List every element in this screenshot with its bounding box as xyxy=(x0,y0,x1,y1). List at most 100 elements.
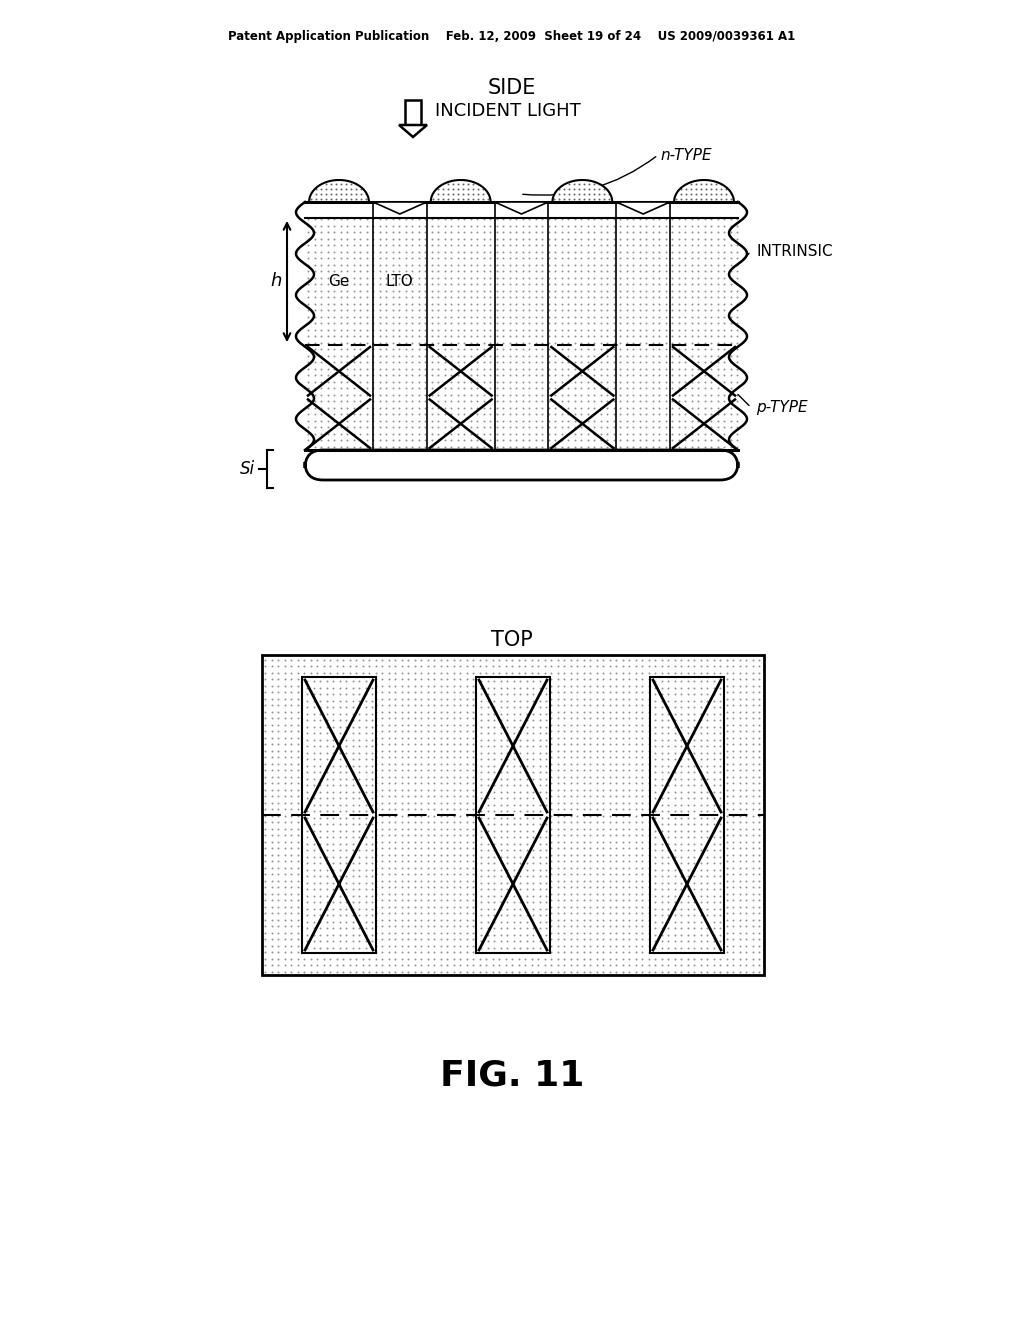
Point xyxy=(525,898,542,919)
Point xyxy=(566,286,583,308)
Point xyxy=(692,948,709,969)
Point xyxy=(719,681,735,702)
Point xyxy=(744,929,761,950)
Point xyxy=(312,924,329,945)
Point xyxy=(432,845,449,866)
Point xyxy=(257,747,273,768)
Point xyxy=(531,853,548,874)
Point xyxy=(459,857,475,878)
Point xyxy=(688,189,705,210)
Point xyxy=(283,754,299,775)
Point xyxy=(641,799,657,820)
Point xyxy=(333,242,349,263)
Point xyxy=(618,430,635,451)
Point xyxy=(345,248,361,269)
Point xyxy=(632,242,648,263)
Point xyxy=(547,346,563,367)
Point xyxy=(332,677,348,698)
Point xyxy=(387,669,403,690)
Point xyxy=(599,326,615,347)
Point xyxy=(323,173,339,194)
Point xyxy=(731,663,748,684)
Point xyxy=(475,228,492,249)
Point xyxy=(664,430,680,451)
Point xyxy=(459,676,475,697)
Point xyxy=(263,779,280,800)
Point xyxy=(647,722,664,743)
Point xyxy=(296,954,312,975)
FancyBboxPatch shape xyxy=(406,100,421,125)
Point xyxy=(641,708,657,729)
Point xyxy=(589,760,605,781)
Point xyxy=(556,792,572,813)
Point xyxy=(703,209,720,230)
Point xyxy=(731,850,748,871)
Point xyxy=(673,775,689,796)
Point xyxy=(263,825,280,846)
Point xyxy=(703,286,720,308)
Point xyxy=(706,948,722,969)
Point xyxy=(589,694,605,715)
Bar xyxy=(650,677,724,953)
Point xyxy=(393,785,410,807)
Point xyxy=(368,688,384,709)
Point xyxy=(352,319,369,341)
Point xyxy=(407,948,423,969)
Point xyxy=(378,346,394,367)
Point xyxy=(580,424,596,445)
Point xyxy=(351,781,368,803)
Point xyxy=(381,845,397,866)
Point xyxy=(432,903,449,924)
Point xyxy=(632,346,648,367)
Point xyxy=(634,923,650,944)
Point xyxy=(432,734,449,755)
Point xyxy=(361,779,378,800)
Point xyxy=(391,242,408,263)
Point xyxy=(436,242,453,263)
Point xyxy=(407,896,423,917)
Point xyxy=(731,896,748,917)
Point xyxy=(673,649,689,671)
Point xyxy=(511,954,527,975)
Point xyxy=(502,319,518,341)
Point xyxy=(628,747,644,768)
Point xyxy=(706,866,722,887)
Point xyxy=(673,788,689,809)
Point xyxy=(424,411,440,432)
Point xyxy=(744,741,761,762)
Point xyxy=(313,260,330,281)
Point xyxy=(472,845,488,866)
Point xyxy=(372,391,388,412)
Point xyxy=(618,280,635,301)
Point xyxy=(562,799,579,820)
Point xyxy=(381,805,397,826)
Point xyxy=(751,832,767,853)
Point xyxy=(582,799,598,820)
Point xyxy=(651,364,668,385)
Point xyxy=(612,209,629,230)
Point xyxy=(653,931,670,952)
Point xyxy=(562,663,579,684)
Point xyxy=(482,326,499,347)
Point xyxy=(361,935,378,956)
Point xyxy=(459,734,475,755)
Point xyxy=(439,681,456,702)
Point xyxy=(632,358,648,379)
Point xyxy=(482,430,499,451)
Point xyxy=(361,923,378,944)
Point xyxy=(638,255,654,276)
Point xyxy=(335,741,351,762)
Point xyxy=(319,424,336,445)
Point xyxy=(333,273,349,294)
Point xyxy=(684,273,700,294)
Point xyxy=(299,729,315,750)
Point xyxy=(444,189,461,210)
Point xyxy=(677,260,693,281)
Point xyxy=(657,293,674,314)
Point xyxy=(407,669,423,690)
Point xyxy=(599,306,615,327)
Point xyxy=(313,300,330,321)
Point xyxy=(517,727,534,748)
Point xyxy=(543,772,559,793)
Point xyxy=(508,384,524,405)
